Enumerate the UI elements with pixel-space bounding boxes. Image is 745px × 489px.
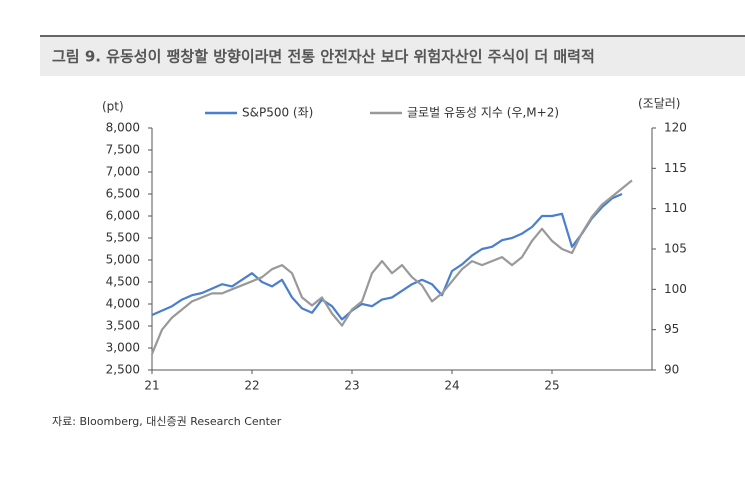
y2-tick-label: 95 xyxy=(664,322,679,336)
y-tick-label: 4,000 xyxy=(106,297,140,311)
chart-title: 그림 9. 유동성이 팽창할 방향이라면 전통 안전자산 보다 위험자산인 주식… xyxy=(52,48,595,66)
x-tick-label: 21 xyxy=(144,379,159,393)
source: 자료: Bloomberg, 대신증권 Research Center xyxy=(52,415,282,428)
title-bar xyxy=(40,36,745,76)
y2-tick-label: 110 xyxy=(664,201,687,215)
y-tick-label: 5,000 xyxy=(106,253,140,267)
series-line xyxy=(150,179,633,355)
y2-tick-label: 115 xyxy=(664,161,687,175)
y-tick-label: 6,500 xyxy=(106,187,140,201)
y2-axis-unit: (조달러) xyxy=(638,97,680,111)
x-tick-label: 23 xyxy=(344,379,359,393)
legend-label: 글로벌 유동성 지수 (우,M+2) xyxy=(407,106,559,120)
y2-tick-label: 105 xyxy=(664,242,687,256)
series-line xyxy=(151,192,623,321)
y-tick-label: 6,000 xyxy=(106,209,140,223)
x-tick-label: 24 xyxy=(444,379,459,393)
x-tick-label: 22 xyxy=(244,379,259,393)
y-tick-label: 4,500 xyxy=(106,275,140,289)
y2-tick-label: 120 xyxy=(664,121,687,135)
legend-label: S&P500 (좌) xyxy=(242,106,313,120)
y-tick-label: 7,000 xyxy=(106,165,140,179)
y-tick-label: 8,000 xyxy=(106,121,140,135)
y2-tick-label: 100 xyxy=(664,282,687,296)
y-tick-label: 2,500 xyxy=(106,363,140,377)
y2-tick-label: 90 xyxy=(664,363,679,377)
x-tick-label: 25 xyxy=(544,379,559,393)
y-tick-label: 3,500 xyxy=(106,319,140,333)
y-tick-label: 7,500 xyxy=(106,143,140,157)
y-tick-label: 5,500 xyxy=(106,231,140,245)
y-axis-unit: (pt) xyxy=(102,100,124,114)
y-tick-label: 3,000 xyxy=(106,341,140,355)
